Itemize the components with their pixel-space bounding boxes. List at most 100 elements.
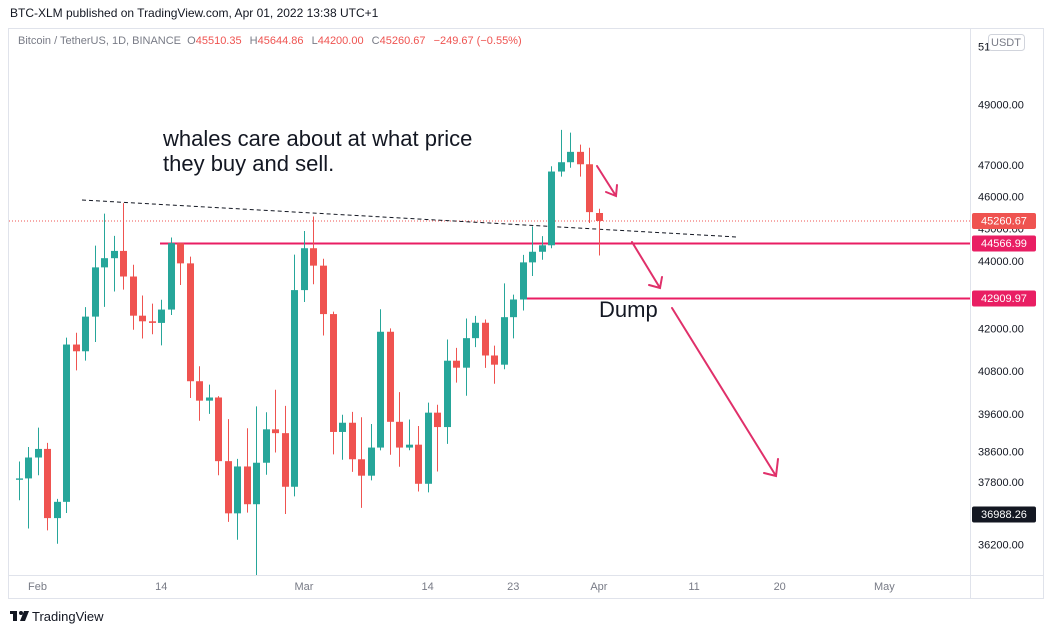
candle-body	[63, 344, 70, 502]
price-label-box	[972, 290, 1036, 307]
candle-body	[25, 457, 32, 479]
y-tick-label: 42000.00	[978, 324, 1024, 336]
ohlc-key: L	[311, 35, 318, 47]
y-tick-label: 38600.00	[978, 446, 1024, 458]
candle-body	[415, 444, 422, 484]
candle-body	[330, 314, 337, 432]
candle-body	[539, 245, 546, 252]
candle-body	[101, 258, 108, 268]
candle-body	[92, 267, 99, 317]
trend-line	[81, 199, 738, 238]
legend: Bitcoin / TetherUS, 1D, BINANCE O45510.3…	[18, 35, 527, 47]
x-tick-label: Apr	[590, 581, 607, 593]
ohlc-key: C	[371, 35, 380, 47]
candle-body	[187, 263, 194, 382]
arrow	[596, 165, 618, 198]
ohlc-value: 45510.35	[195, 35, 242, 47]
candle-body	[291, 290, 298, 487]
candle-body	[548, 171, 555, 246]
price-label-box	[972, 506, 1036, 523]
arrow	[631, 241, 663, 290]
price-lines	[9, 220, 970, 300]
frame	[8, 28, 1044, 599]
candle-body	[368, 447, 375, 476]
candle-body	[529, 251, 536, 263]
candle-body	[387, 331, 394, 422]
x-tick-label: May	[874, 581, 895, 593]
annotation: Dump	[599, 297, 658, 322]
candle-body	[577, 151, 584, 165]
y-tick-label: 36200.00	[978, 540, 1024, 552]
candle-body	[73, 344, 80, 352]
x-tick-label: Mar	[294, 581, 313, 593]
candle-body	[567, 151, 574, 163]
candle-body	[139, 315, 146, 322]
candle-body	[206, 397, 213, 401]
symbol: Bitcoin / TetherUS, 1D, BINANCE	[18, 35, 182, 47]
ohlc-value: 45644.86	[257, 35, 304, 47]
currency-box	[988, 34, 1025, 51]
candle-body	[253, 462, 260, 505]
candle-body	[501, 317, 508, 365]
candles	[16, 129, 603, 575]
ohlc-value: 45260.67	[379, 35, 426, 47]
candle-body	[111, 250, 118, 259]
candle-body	[196, 381, 203, 401]
candle-body	[425, 412, 432, 484]
candle-body	[244, 466, 251, 505]
x-tick-label: 20	[774, 581, 786, 593]
candle-body	[82, 316, 89, 352]
candle-body	[301, 248, 308, 291]
y-tick-label: 37800.00	[978, 477, 1024, 489]
y-tick-label: 49000.00	[978, 99, 1024, 111]
candle-body	[453, 360, 460, 368]
price-label: 36988.26	[981, 509, 1027, 521]
candle-body	[520, 262, 527, 300]
candle-body	[444, 360, 451, 428]
candle-body	[35, 448, 42, 458]
candle-body	[310, 248, 317, 266]
y-tick-label: 47000.00	[978, 160, 1024, 172]
change: −249.67 (−0.55%)	[433, 35, 522, 47]
candle-body	[225, 461, 232, 514]
candle-body	[406, 444, 413, 448]
y-tick-label: 39600.00	[978, 409, 1024, 421]
candle-body	[463, 338, 470, 368]
y-axis: 51000.0049000.0047000.0046000.0045000.00…	[978, 41, 1024, 551]
annotation: whales care about at what price	[162, 126, 472, 151]
price-label-box	[972, 213, 1036, 230]
candle-body	[472, 322, 479, 339]
x-tick-label: 11	[688, 581, 699, 593]
candle-body	[234, 466, 241, 514]
price-label-box	[972, 235, 1036, 252]
y-tick-label: 46000.00	[978, 191, 1024, 203]
price-labels: 45260.67 44566.99 42909.97 36988.26	[972, 213, 1036, 523]
footer-brand: TradingView	[32, 609, 104, 624]
candle-body	[282, 433, 289, 487]
ohlc-key: O	[187, 35, 196, 47]
candle-body	[44, 448, 51, 519]
y-tick-label: 44000.00	[978, 256, 1024, 268]
candle-body	[130, 276, 137, 316]
candle-body	[396, 421, 403, 448]
x-axis: Feb 14 Mar 14 23 Apr 11 20 May	[28, 581, 895, 593]
candle-body	[272, 429, 279, 434]
candle-body	[215, 397, 222, 462]
candle-body	[16, 478, 23, 480]
candle-body	[168, 243, 175, 310]
y-tick-label: 40800.00	[978, 366, 1024, 378]
ohlc-key: H	[249, 35, 258, 47]
candle-body	[377, 331, 384, 448]
candle-body	[586, 164, 593, 213]
candle-body	[482, 322, 489, 356]
candle-body	[358, 459, 365, 476]
candle-body	[54, 501, 61, 519]
candle-body	[120, 250, 127, 277]
candle-body	[149, 321, 156, 323]
candle-body	[263, 429, 270, 463]
price-label: 42909.97	[981, 293, 1027, 305]
candle-body	[558, 162, 565, 172]
currency: USDT	[991, 37, 1021, 49]
candle-body	[596, 213, 603, 222]
